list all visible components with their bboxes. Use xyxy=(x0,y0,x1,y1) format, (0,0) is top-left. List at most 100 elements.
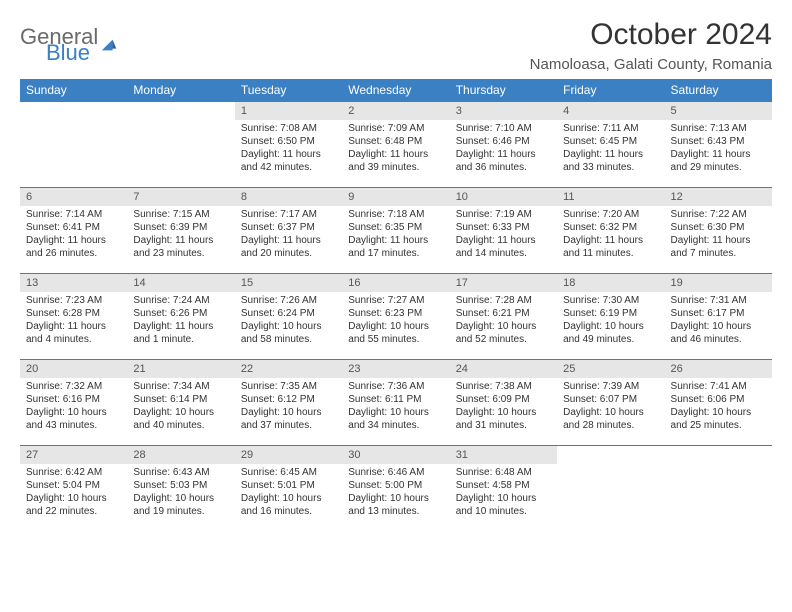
day-content: Sunrise: 7:38 AMSunset: 6:09 PMDaylight:… xyxy=(450,378,557,436)
calendar-day-cell: 2Sunrise: 7:09 AMSunset: 6:48 PMDaylight… xyxy=(342,101,449,187)
weekday-header: Saturday xyxy=(665,79,772,101)
day-number: 17 xyxy=(450,273,557,292)
daylight-text: Daylight: 11 hours and 23 minutes. xyxy=(133,234,228,260)
day-content: Sunrise: 7:20 AMSunset: 6:32 PMDaylight:… xyxy=(557,206,664,264)
daylight-text: Daylight: 10 hours and 52 minutes. xyxy=(456,320,551,346)
weekday-header: Monday xyxy=(127,79,234,101)
day-number: 5 xyxy=(665,101,772,120)
daylight-text: Daylight: 11 hours and 17 minutes. xyxy=(348,234,443,260)
calendar-day-cell: 13Sunrise: 7:23 AMSunset: 6:28 PMDayligh… xyxy=(20,273,127,359)
calendar-table: SundayMondayTuesdayWednesdayThursdayFrid… xyxy=(20,79,772,531)
daylight-text: Daylight: 11 hours and 33 minutes. xyxy=(563,148,658,174)
sunrise-text: Sunrise: 7:30 AM xyxy=(563,294,658,307)
sunset-text: Sunset: 6:17 PM xyxy=(671,307,766,320)
daylight-text: Daylight: 10 hours and 37 minutes. xyxy=(241,406,336,432)
sunrise-text: Sunrise: 7:31 AM xyxy=(671,294,766,307)
daylight-text: Daylight: 11 hours and 39 minutes. xyxy=(348,148,443,174)
sunrise-text: Sunrise: 6:45 AM xyxy=(241,466,336,479)
day-content: Sunrise: 7:23 AMSunset: 6:28 PMDaylight:… xyxy=(20,292,127,350)
calendar-day-cell: 4Sunrise: 7:11 AMSunset: 6:45 PMDaylight… xyxy=(557,101,664,187)
location: Namoloasa, Galati County, Romania xyxy=(530,56,772,73)
daylight-text: Daylight: 10 hours and 28 minutes. xyxy=(563,406,658,432)
sunrise-text: Sunrise: 6:46 AM xyxy=(348,466,443,479)
daylight-text: Daylight: 11 hours and 14 minutes. xyxy=(456,234,551,260)
sunset-text: Sunset: 6:28 PM xyxy=(26,307,121,320)
sunset-text: Sunset: 6:12 PM xyxy=(241,393,336,406)
calendar-day-cell: 16Sunrise: 7:27 AMSunset: 6:23 PMDayligh… xyxy=(342,273,449,359)
calendar-day-cell xyxy=(127,101,234,187)
day-number: 9 xyxy=(342,187,449,206)
sunrise-text: Sunrise: 7:15 AM xyxy=(133,208,228,221)
day-number: 21 xyxy=(127,359,234,378)
day-content: Sunrise: 7:32 AMSunset: 6:16 PMDaylight:… xyxy=(20,378,127,436)
sunrise-text: Sunrise: 7:27 AM xyxy=(348,294,443,307)
day-number xyxy=(127,101,234,120)
day-number: 14 xyxy=(127,273,234,292)
day-number: 24 xyxy=(450,359,557,378)
day-number: 26 xyxy=(665,359,772,378)
weekday-header: Tuesday xyxy=(235,79,342,101)
sunset-text: Sunset: 6:23 PM xyxy=(348,307,443,320)
sunset-text: Sunset: 6:32 PM xyxy=(563,221,658,234)
day-content: Sunrise: 7:08 AMSunset: 6:50 PMDaylight:… xyxy=(235,120,342,178)
calendar-day-cell: 29Sunrise: 6:45 AMSunset: 5:01 PMDayligh… xyxy=(235,445,342,531)
day-number: 19 xyxy=(665,273,772,292)
daylight-text: Daylight: 11 hours and 20 minutes. xyxy=(241,234,336,260)
triangle-icon xyxy=(100,36,118,54)
sunrise-text: Sunrise: 7:34 AM xyxy=(133,380,228,393)
sunrise-text: Sunrise: 7:09 AM xyxy=(348,122,443,135)
daylight-text: Daylight: 10 hours and 13 minutes. xyxy=(348,492,443,518)
calendar-day-cell: 26Sunrise: 7:41 AMSunset: 6:06 PMDayligh… xyxy=(665,359,772,445)
sunrise-text: Sunrise: 7:39 AM xyxy=(563,380,658,393)
logo-text: General Blue xyxy=(20,26,98,64)
sunset-text: Sunset: 6:33 PM xyxy=(456,221,551,234)
day-content: Sunrise: 6:46 AMSunset: 5:00 PMDaylight:… xyxy=(342,464,449,522)
day-content: Sunrise: 7:28 AMSunset: 6:21 PMDaylight:… xyxy=(450,292,557,350)
day-content: Sunrise: 7:22 AMSunset: 6:30 PMDaylight:… xyxy=(665,206,772,264)
sunrise-text: Sunrise: 7:35 AM xyxy=(241,380,336,393)
day-content: Sunrise: 7:27 AMSunset: 6:23 PMDaylight:… xyxy=(342,292,449,350)
day-content: Sunrise: 6:48 AMSunset: 4:58 PMDaylight:… xyxy=(450,464,557,522)
sunrise-text: Sunrise: 7:22 AM xyxy=(671,208,766,221)
daylight-text: Daylight: 10 hours and 43 minutes. xyxy=(26,406,121,432)
sunset-text: Sunset: 6:06 PM xyxy=(671,393,766,406)
sunset-text: Sunset: 6:07 PM xyxy=(563,393,658,406)
sunset-text: Sunset: 6:19 PM xyxy=(563,307,658,320)
day-number: 6 xyxy=(20,187,127,206)
daylight-text: Daylight: 11 hours and 26 minutes. xyxy=(26,234,121,260)
day-content: Sunrise: 7:36 AMSunset: 6:11 PMDaylight:… xyxy=(342,378,449,436)
sunrise-text: Sunrise: 7:17 AM xyxy=(241,208,336,221)
day-number: 4 xyxy=(557,101,664,120)
sunset-text: Sunset: 6:45 PM xyxy=(563,135,658,148)
sunset-text: Sunset: 5:03 PM xyxy=(133,479,228,492)
calendar-head: SundayMondayTuesdayWednesdayThursdayFrid… xyxy=(20,79,772,101)
day-content: Sunrise: 7:39 AMSunset: 6:07 PMDaylight:… xyxy=(557,378,664,436)
daylight-text: Daylight: 10 hours and 10 minutes. xyxy=(456,492,551,518)
day-number: 12 xyxy=(665,187,772,206)
daylight-text: Daylight: 11 hours and 1 minute. xyxy=(133,320,228,346)
day-content: Sunrise: 7:30 AMSunset: 6:19 PMDaylight:… xyxy=(557,292,664,350)
daylight-text: Daylight: 10 hours and 40 minutes. xyxy=(133,406,228,432)
day-content: Sunrise: 7:41 AMSunset: 6:06 PMDaylight:… xyxy=(665,378,772,436)
calendar-day-cell: 10Sunrise: 7:19 AMSunset: 6:33 PMDayligh… xyxy=(450,187,557,273)
day-number: 27 xyxy=(20,445,127,464)
calendar-day-cell: 22Sunrise: 7:35 AMSunset: 6:12 PMDayligh… xyxy=(235,359,342,445)
sunrise-text: Sunrise: 7:24 AM xyxy=(133,294,228,307)
day-number: 28 xyxy=(127,445,234,464)
calendar-day-cell: 24Sunrise: 7:38 AMSunset: 6:09 PMDayligh… xyxy=(450,359,557,445)
sunrise-text: Sunrise: 7:13 AM xyxy=(671,122,766,135)
day-number: 20 xyxy=(20,359,127,378)
day-number xyxy=(557,445,664,464)
day-content: Sunrise: 6:42 AMSunset: 5:04 PMDaylight:… xyxy=(20,464,127,522)
day-number: 2 xyxy=(342,101,449,120)
sunset-text: Sunset: 6:30 PM xyxy=(671,221,766,234)
calendar-day-cell: 27Sunrise: 6:42 AMSunset: 5:04 PMDayligh… xyxy=(20,445,127,531)
sunset-text: Sunset: 5:04 PM xyxy=(26,479,121,492)
calendar-day-cell: 8Sunrise: 7:17 AMSunset: 6:37 PMDaylight… xyxy=(235,187,342,273)
calendar-day-cell: 12Sunrise: 7:22 AMSunset: 6:30 PMDayligh… xyxy=(665,187,772,273)
sunrise-text: Sunrise: 6:43 AM xyxy=(133,466,228,479)
calendar-day-cell: 21Sunrise: 7:34 AMSunset: 6:14 PMDayligh… xyxy=(127,359,234,445)
sunset-text: Sunset: 6:39 PM xyxy=(133,221,228,234)
calendar-week-row: 27Sunrise: 6:42 AMSunset: 5:04 PMDayligh… xyxy=(20,445,772,531)
daylight-text: Daylight: 10 hours and 49 minutes. xyxy=(563,320,658,346)
